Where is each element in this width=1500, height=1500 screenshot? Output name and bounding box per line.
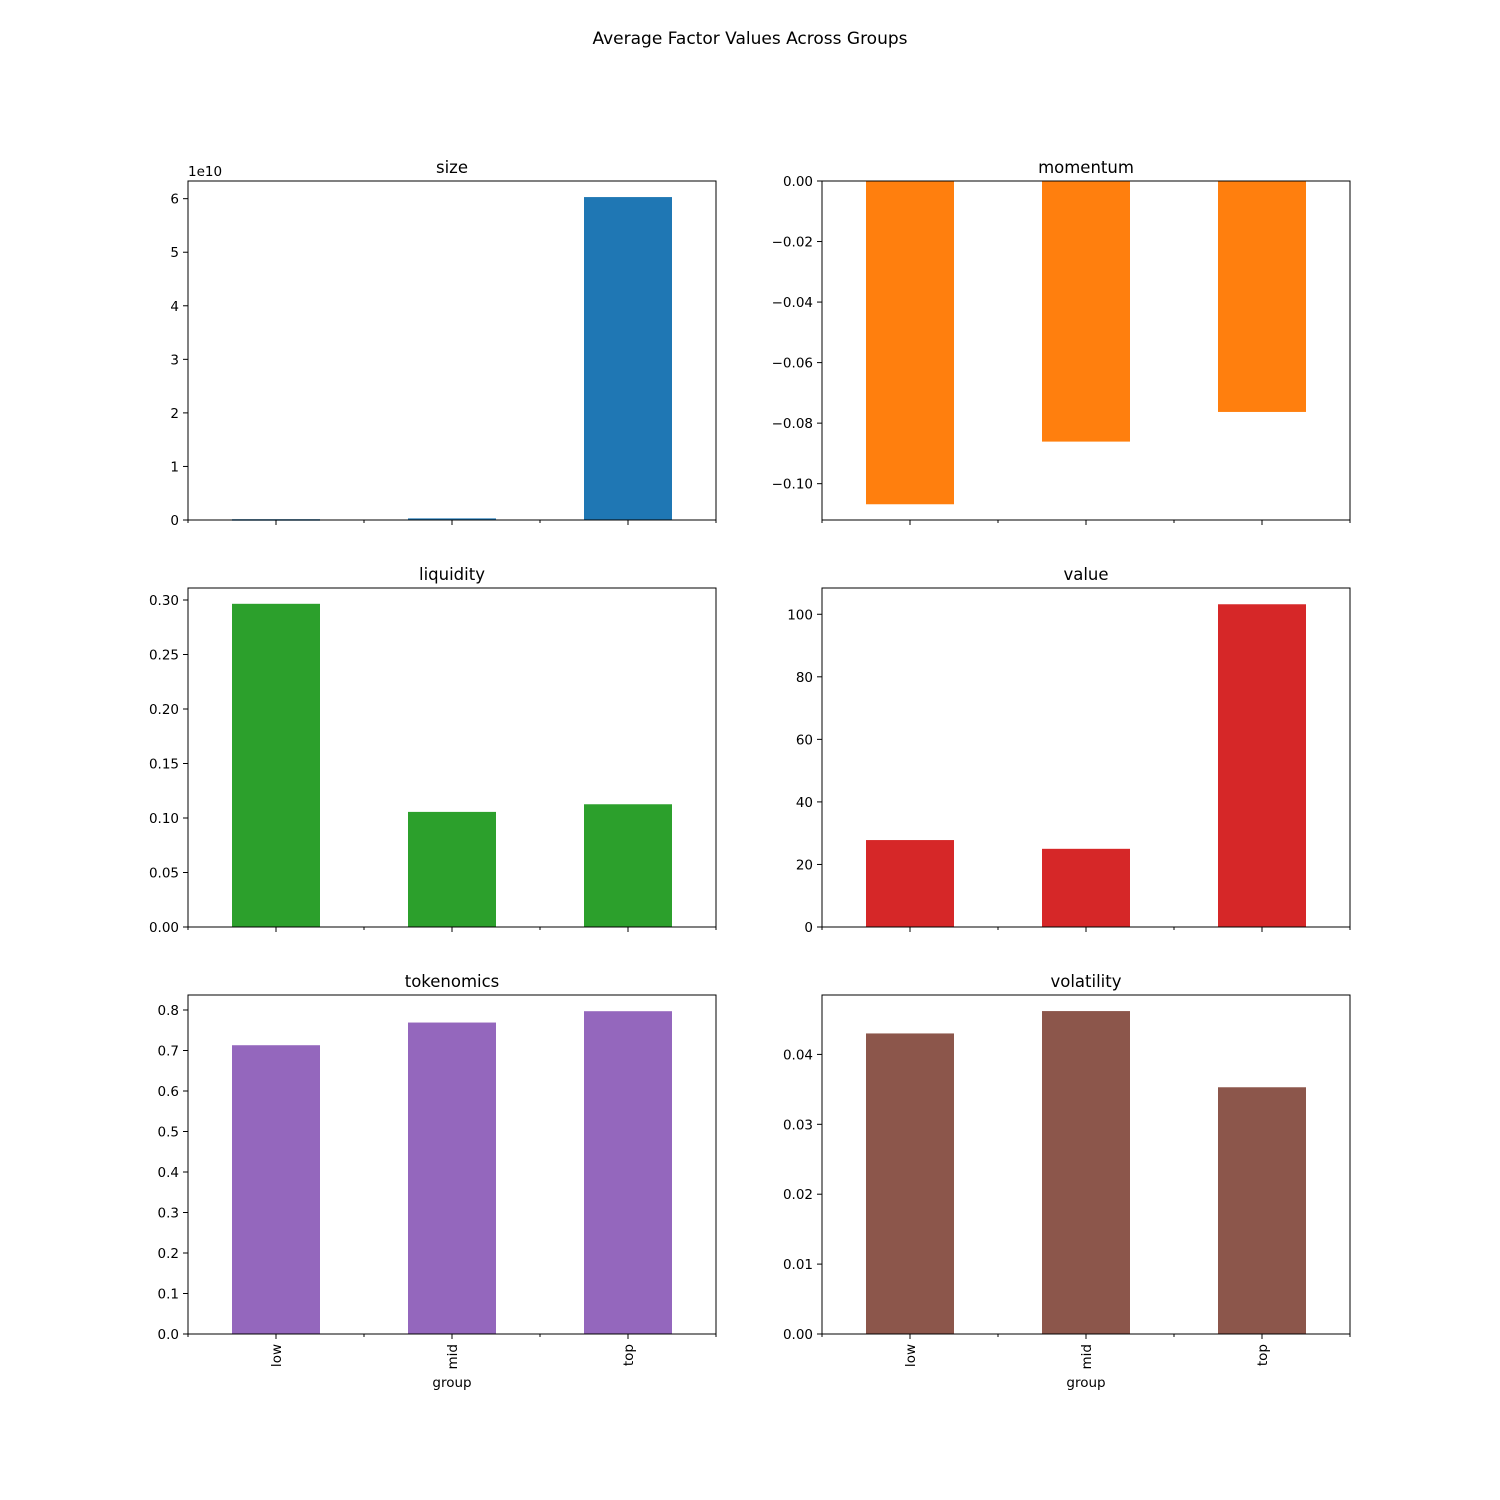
y-tick-label: 0.02 xyxy=(783,1187,813,1203)
y-tick-label: 0.5 xyxy=(158,1124,179,1140)
y-tick-label: 0.01 xyxy=(783,1257,813,1273)
bar-tokenomics-mid xyxy=(408,1022,496,1334)
subplot-title: value xyxy=(1063,565,1108,584)
subplot-volatility: 0.00 0.01 0.02 0.03 0.04 low mid top volatility g… xyxy=(783,972,1351,1391)
y-tick-label: −0.02 xyxy=(772,235,813,251)
y-tick-label: 0.1 xyxy=(158,1286,179,1302)
y-tick-label: −0.08 xyxy=(772,416,813,432)
bar-volatility-low xyxy=(866,1033,954,1334)
bar-liquidity-low xyxy=(232,603,320,927)
y-tick-label: −0.04 xyxy=(772,295,813,311)
bar-liquidity-top xyxy=(584,804,672,927)
bar-volatility-mid xyxy=(1042,1011,1130,1334)
x-tick-label: low xyxy=(903,1344,919,1367)
y-tick-label: 0.03 xyxy=(783,1117,813,1133)
subplot-title: tokenomics xyxy=(405,972,500,991)
y-tick-label: 0.10 xyxy=(149,811,179,827)
bar-size-top xyxy=(584,197,672,520)
y-tick-label: 4 xyxy=(170,299,179,315)
y-tick-label: 0 xyxy=(804,920,813,936)
bar-tokenomics-top xyxy=(584,1011,672,1334)
y-tick-label: 0.4 xyxy=(158,1165,179,1181)
bar-momentum-low xyxy=(866,181,954,505)
y-tick-label: 3 xyxy=(170,352,179,368)
bar-volatility-top xyxy=(1218,1087,1306,1334)
x-tick-label: top xyxy=(1255,1344,1271,1366)
y-tick-label: 0.20 xyxy=(149,702,179,718)
y-tick-label: −0.06 xyxy=(772,356,813,372)
y-tick-label: 0 xyxy=(170,513,179,529)
y-tick-label: 5 xyxy=(170,245,179,261)
bar-size-mid xyxy=(408,518,496,520)
bar-tokenomics-low xyxy=(232,1045,320,1334)
y-tick-label: 80 xyxy=(796,670,813,686)
y-tick-label: 0.3 xyxy=(158,1205,179,1221)
y-tick-label: −0.10 xyxy=(772,477,813,493)
x-axis-label: group xyxy=(432,1375,471,1391)
y-tick-label: 0.7 xyxy=(158,1043,179,1059)
y-tick-label: 100 xyxy=(787,607,813,623)
bar-momentum-top xyxy=(1218,181,1306,412)
x-tick-label: mid xyxy=(1079,1344,1095,1369)
bar-value-top xyxy=(1218,604,1306,927)
y-tick-label: 0.04 xyxy=(783,1047,813,1063)
y-tick-label: 2 xyxy=(170,406,179,422)
subplot-title: volatility xyxy=(1050,972,1121,991)
y-tick-label: 40 xyxy=(796,795,813,811)
x-tick-label: mid xyxy=(445,1344,461,1369)
y-tick-label: 0.15 xyxy=(149,756,179,772)
y-tick-label: 0.2 xyxy=(158,1246,179,1262)
subplot-grid: 0 1 2 3 4 5 6 size 1e10 −0.10 −0.08 −0.06 −0.04 −0.02… xyxy=(149,158,1351,1391)
subplot-value: 0 20 40 60 80 100 value xyxy=(787,565,1351,936)
y-tick-label: 6 xyxy=(170,192,179,208)
subplot-momentum: −0.10 −0.08 −0.06 −0.04 −0.02 0.00 momentum xyxy=(772,158,1351,525)
figure-title: Average Factor Values Across Groups xyxy=(592,29,907,49)
subplot-title: liquidity xyxy=(419,565,485,584)
bar-value-low xyxy=(866,840,954,927)
bar-value-mid xyxy=(1042,848,1130,927)
y-tick-label: 0.05 xyxy=(149,865,179,881)
subplot-title: size xyxy=(436,158,468,177)
y-tick-label: 0.00 xyxy=(149,920,179,936)
subplot-title: momentum xyxy=(1038,158,1134,177)
y-tick-label: 0.25 xyxy=(149,647,179,663)
x-tick-label: low xyxy=(269,1344,285,1367)
y-tick-label: 0.0 xyxy=(158,1327,179,1343)
y-tick-label: 0.00 xyxy=(783,1327,813,1343)
bar-liquidity-mid xyxy=(408,811,496,927)
subplot-liquidity: 0.00 0.05 0.10 0.15 0.20 0.25 0.30 liquidity xyxy=(149,565,717,936)
y-tick-label: 0.30 xyxy=(149,593,179,609)
x-axis-label: group xyxy=(1066,1375,1105,1391)
y-tick-label: 60 xyxy=(796,732,813,748)
y-tick-label: 0.8 xyxy=(158,1003,179,1019)
bar-momentum-mid xyxy=(1042,181,1130,442)
x-tick-label: top xyxy=(621,1344,637,1366)
y-tick-label: 1 xyxy=(170,459,179,475)
y-tick-label: 0.6 xyxy=(158,1084,179,1100)
subplot-size: 0 1 2 3 4 5 6 size 1e10 xyxy=(170,158,717,529)
y-tick-label: 20 xyxy=(796,857,813,873)
subplot-tokenomics: 0.0 0.1 0.2 0.3 0.4 0.5 0.6 0.7 0.8 low mid top toke… xyxy=(158,972,717,1391)
y-tick-label: 0.00 xyxy=(783,174,813,190)
y-offset-label: 1e10 xyxy=(188,164,222,180)
